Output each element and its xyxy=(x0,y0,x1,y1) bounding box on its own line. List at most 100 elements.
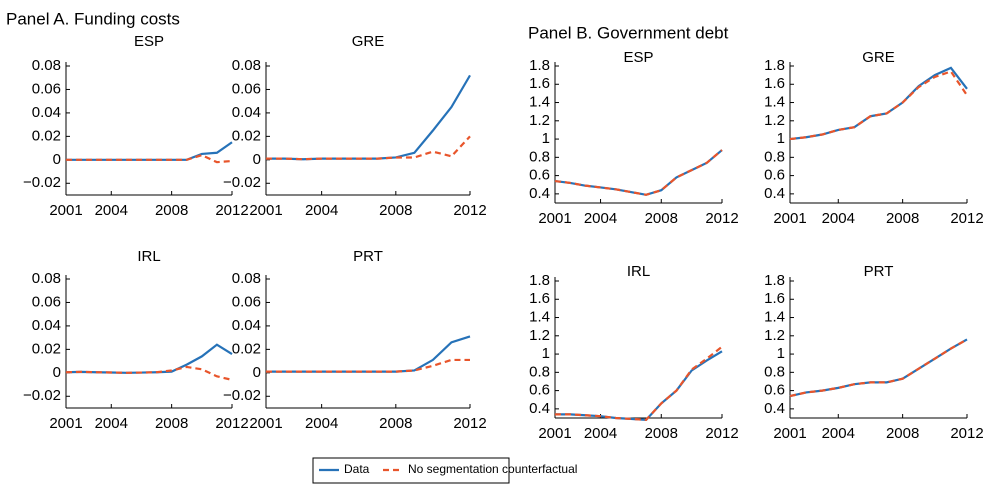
y-tick-label: 0.08 xyxy=(232,57,261,74)
x-tick-label: 2008 xyxy=(155,202,188,219)
x-tick-label: 2004 xyxy=(95,202,128,219)
y-tick-label: 0.02 xyxy=(32,127,61,144)
x-tick-label: 2001 xyxy=(49,202,82,219)
y-tick-label: 1.4 xyxy=(764,309,785,326)
y-tick-label: 0.4 xyxy=(764,185,785,202)
series-line xyxy=(789,338,968,398)
y-tick-label: 1.4 xyxy=(529,309,550,326)
y-tick-label: 0.08 xyxy=(32,270,61,287)
chart-title: ESP xyxy=(623,49,653,66)
series-line xyxy=(266,335,471,373)
y-tick-label: 0.06 xyxy=(232,293,261,310)
y-tick-label: 0.6 xyxy=(764,167,785,184)
x-tick-label: 2004 xyxy=(305,202,338,219)
y-tick-label: 0.8 xyxy=(764,363,785,380)
y-tick-label: −0.02 xyxy=(223,387,261,404)
x-tick-label: 2012 xyxy=(215,202,248,219)
series-line xyxy=(554,149,723,196)
y-tick-label: 0.4 xyxy=(529,400,550,417)
y-tick-label: 0.06 xyxy=(32,80,61,97)
series-line xyxy=(555,345,723,421)
panel-title: Panel A. Funding costs xyxy=(6,9,180,28)
x-tick-label: 2012 xyxy=(215,415,248,432)
y-tick-label: 0.6 xyxy=(529,382,550,399)
x-tick-label: 2001 xyxy=(538,210,571,227)
x-tick-label: 2004 xyxy=(822,210,855,227)
x-tick-label: 2008 xyxy=(886,425,919,442)
y-tick-label: 1.6 xyxy=(529,290,550,307)
y-tick-label: 1.2 xyxy=(764,112,785,129)
y-tick-label: −0.02 xyxy=(23,387,61,404)
legend-label: Data xyxy=(344,462,370,476)
y-tick-label: −0.02 xyxy=(223,174,261,191)
y-tick-label: 0.8 xyxy=(529,363,550,380)
series-line xyxy=(266,135,471,161)
series-line xyxy=(555,350,723,421)
x-tick-label: 2012 xyxy=(453,415,486,432)
y-tick-label: 1.6 xyxy=(764,75,785,92)
chart-title: GRE xyxy=(352,33,385,50)
y-tick-label: −0.02 xyxy=(23,174,61,191)
y-tick-label: 0 xyxy=(53,151,61,168)
y-tick-label: 0.04 xyxy=(232,317,261,334)
x-tick-label: 2001 xyxy=(249,202,282,219)
panel-title: Panel B. Government debt xyxy=(528,23,729,42)
y-tick-label: 1 xyxy=(777,345,785,362)
y-tick-label: 1.2 xyxy=(529,327,550,344)
y-tick-label: 0.06 xyxy=(32,293,61,310)
y-tick-label: 0.08 xyxy=(232,270,261,287)
y-tick-label: 0.04 xyxy=(32,104,61,121)
x-tick-label: 2012 xyxy=(705,425,738,442)
x-tick-label: 2008 xyxy=(379,202,412,219)
y-tick-label: 1.6 xyxy=(764,290,785,307)
y-tick-label: 0.6 xyxy=(529,167,550,184)
y-tick-label: 0 xyxy=(53,364,61,381)
y-tick-label: 1.4 xyxy=(764,94,785,111)
x-tick-label: 2008 xyxy=(645,210,678,227)
chart-title: IRL xyxy=(627,263,650,280)
y-tick-label: 1.8 xyxy=(529,57,550,74)
y-tick-label: 1.4 xyxy=(529,94,550,111)
x-tick-label: 2008 xyxy=(886,210,919,227)
y-tick-label: 0.6 xyxy=(764,382,785,399)
y-tick-label: 1.8 xyxy=(764,57,785,74)
y-tick-label: 0.06 xyxy=(232,80,261,97)
y-tick-label: 0.4 xyxy=(529,185,550,202)
series-line xyxy=(789,70,968,141)
chart-title: GRE xyxy=(862,49,895,66)
y-tick-label: 1.2 xyxy=(529,112,550,129)
series-line xyxy=(266,74,471,161)
y-tick-label: 0 xyxy=(253,151,261,168)
y-tick-label: 1 xyxy=(777,130,785,147)
x-tick-label: 2008 xyxy=(645,425,678,442)
legend-label: No segmentation counterfactual xyxy=(408,462,577,476)
x-tick-label: 2004 xyxy=(95,415,128,432)
y-tick-label: 1.8 xyxy=(529,272,550,289)
chart-title: PRT xyxy=(353,248,383,265)
x-tick-label: 2001 xyxy=(538,425,571,442)
chart-title: ESP xyxy=(134,33,164,50)
x-tick-label: 2004 xyxy=(584,425,617,442)
y-tick-label: 1.2 xyxy=(764,327,785,344)
y-tick-label: 0.4 xyxy=(764,400,785,417)
x-tick-label: 2012 xyxy=(950,210,983,227)
y-tick-label: 0.02 xyxy=(232,127,261,144)
y-tick-label: 0.02 xyxy=(32,340,61,357)
y-tick-label: 0.8 xyxy=(764,148,785,165)
x-tick-label: 2001 xyxy=(773,425,806,442)
y-tick-label: 1.8 xyxy=(764,272,785,289)
series-line xyxy=(789,66,968,141)
x-tick-label: 2012 xyxy=(705,210,738,227)
chart-title: PRT xyxy=(864,263,894,280)
series-line xyxy=(266,358,470,373)
y-tick-label: 0.04 xyxy=(232,104,261,121)
y-tick-label: 0 xyxy=(253,364,261,381)
y-tick-label: 0.02 xyxy=(232,340,261,357)
x-tick-label: 2004 xyxy=(584,210,617,227)
x-tick-label: 2012 xyxy=(453,202,486,219)
x-tick-label: 2001 xyxy=(249,415,282,432)
y-tick-label: 1 xyxy=(542,345,550,362)
series-line xyxy=(554,149,723,196)
x-tick-label: 2004 xyxy=(822,425,855,442)
